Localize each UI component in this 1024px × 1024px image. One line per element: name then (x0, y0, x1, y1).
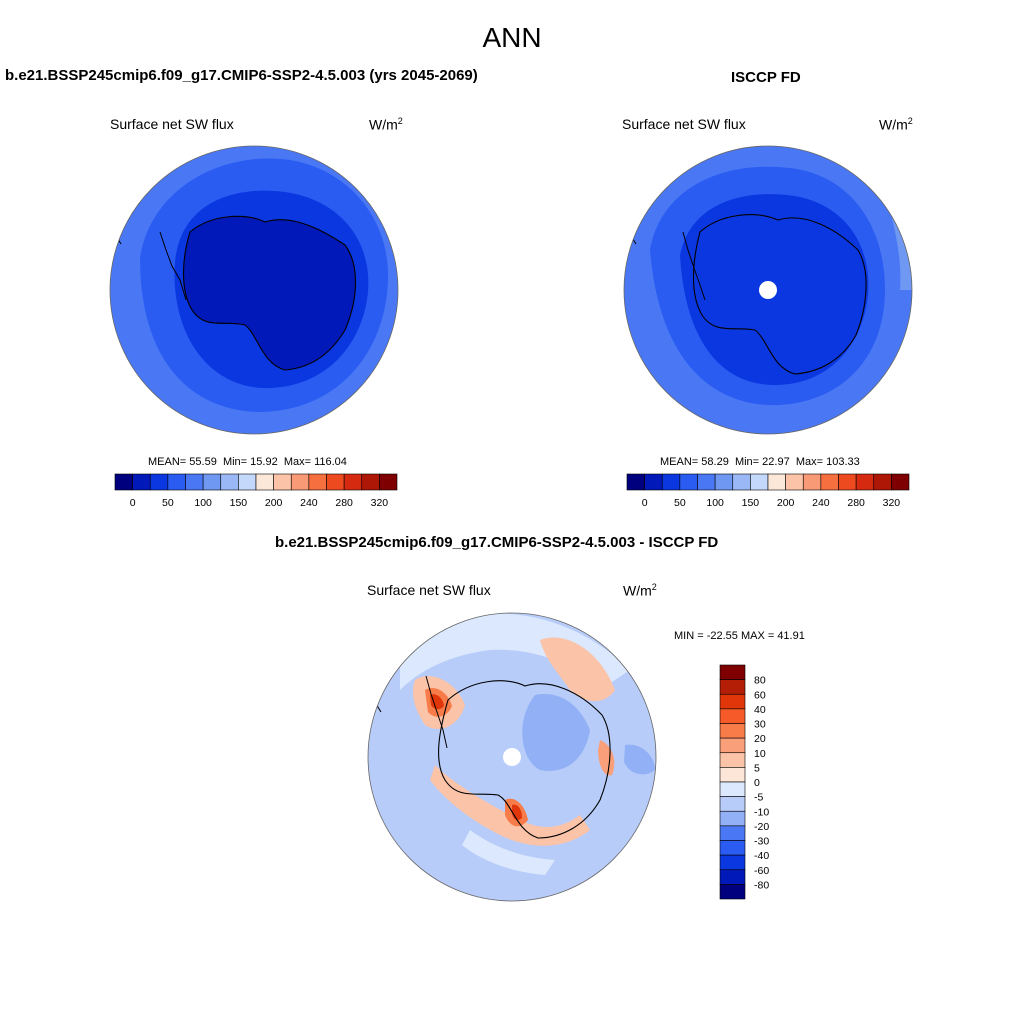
diff-colorbar-swatch (719, 708, 746, 724)
diff-colorbar-swatch (719, 723, 746, 739)
model-colorbar-swatch (255, 473, 274, 491)
diff-colorbar-swatch (719, 796, 746, 812)
diff-colorbar-swatch (719, 884, 746, 900)
model-colorbar-swatch (326, 473, 345, 491)
diff-minmax: MIN = -22.55 MAX = 41.91 (674, 630, 805, 642)
diff-colorbar-tick-label: -60 (754, 865, 769, 877)
model-colorbar-tick-label: 280 (335, 497, 353, 509)
obs-colorbar-swatch (767, 473, 786, 491)
model-colorbar-swatch (343, 473, 363, 491)
diff-unit-label: W/m2 (623, 582, 657, 599)
diff-colorbar: 80 60 40 30 20 10 5 0 -5 -10 -20 -30 -40 -60 -80 (719, 664, 769, 900)
obs-colorbar-tick-label: 150 (742, 497, 760, 509)
obs-colorbar-tick-label: 280 (847, 497, 865, 509)
diff-colorbar-tick-label: -20 (754, 821, 769, 833)
figure-title: ANN (482, 22, 542, 53)
obs-colorbar-tick-label: 320 (883, 497, 901, 509)
obs-colorbar-tick-label: 0 (642, 497, 648, 509)
model-colorbar-swatch (149, 473, 169, 491)
obs-colorbar-swatch (679, 473, 698, 491)
model-colorbar-swatch (132, 473, 151, 491)
obs-colorbar-swatch (838, 473, 857, 491)
diff-colorbar-tick-label: 0 (754, 777, 760, 789)
obs-stats: MEAN= 58.29 Min= 22.97 Max= 103.33 (660, 456, 860, 468)
model-colorbar-tick-label: 50 (162, 497, 174, 509)
model-stats: MEAN= 55.59 Min= 15.92 Max= 116.04 (148, 456, 347, 468)
obs-colorbar-swatch (802, 473, 822, 491)
obs-colorbar-swatch (785, 473, 804, 491)
model-colorbar-swatch (185, 473, 204, 491)
diff-field-label: Surface net SW flux (367, 582, 491, 598)
model-unit-label: W/m2 (369, 116, 403, 133)
obs-colorbar-tick-label: 240 (812, 497, 830, 509)
model-colorbar-swatch (308, 473, 327, 491)
diff-colorbar-swatch (719, 854, 746, 871)
obs-colorbar-swatch (732, 473, 751, 491)
diff-colorbar-tick-label: 80 (754, 675, 766, 687)
model-field-label: Surface net SW flux (110, 116, 234, 132)
model-colorbar: 0 50 100 150 200 240 280 320 (114, 473, 398, 509)
obs-field-label: Surface net SW flux (622, 116, 746, 132)
diff-colorbar-swatch (719, 781, 746, 797)
obs-colorbar-swatch (750, 473, 769, 491)
model-colorbar-tick-label: 0 (130, 497, 136, 509)
obs-colorbar-swatch (714, 473, 734, 491)
obs-colorbar-swatch (661, 473, 681, 491)
diff-panel-title: b.e21.BSSP245cmip6.f09_g17.CMIP6-SSP2-4.… (275, 534, 719, 551)
diff-colorbar-swatch (719, 693, 746, 710)
model-colorbar-swatch (361, 473, 380, 491)
obs-colorbar-swatch (820, 473, 839, 491)
obs-colorbar-swatch (697, 473, 716, 491)
model-colorbar-tick-label: 320 (371, 497, 389, 509)
obs-colorbar-swatch (855, 473, 875, 491)
diff-colorbar-tick-label: 20 (754, 733, 766, 745)
model-panel-title: b.e21.BSSP245cmip6.f09_g17.CMIP6-SSP2-4.… (5, 67, 478, 84)
model-colorbar-swatch (238, 473, 257, 491)
model-polar-map (109, 145, 399, 435)
diff-colorbar-swatch (719, 664, 746, 680)
diff-polar-map (367, 612, 657, 902)
diff-colorbar-swatch (719, 825, 746, 841)
model-colorbar-tick-label: 200 (265, 497, 283, 509)
obs-colorbar-swatch (626, 473, 645, 491)
diff-colorbar-tick-label: -80 (754, 879, 769, 891)
diff-colorbar-swatch (719, 840, 746, 856)
diff-colorbar-swatch (719, 737, 746, 754)
diff-colorbar-tick-label: 60 (754, 689, 766, 701)
model-colorbar-swatch (114, 473, 133, 491)
diff-colorbar-swatch (719, 869, 746, 885)
model-colorbar-tick-label: 240 (300, 497, 318, 509)
obs-colorbar-swatch (873, 473, 892, 491)
diff-colorbar-tick-label: 10 (754, 748, 766, 760)
diff-colorbar-tick-label: -30 (754, 836, 769, 848)
obs-colorbar-swatch (644, 473, 663, 491)
diff-colorbar-swatch (719, 679, 746, 695)
diff-colorbar-swatch (719, 767, 746, 783)
obs-colorbar-swatch (891, 473, 910, 491)
model-colorbar-swatch (273, 473, 292, 491)
obs-colorbar-tick-label: 100 (706, 497, 724, 509)
diff-colorbar-tick-label: -5 (754, 792, 763, 804)
obs-colorbar-tick-label: 200 (777, 497, 795, 509)
diff-colorbar-tick-label: -40 (754, 850, 769, 862)
model-colorbar-swatch (220, 473, 239, 491)
obs-colorbar-tick-label: 50 (674, 497, 686, 509)
diff-colorbar-swatch (719, 810, 746, 827)
obs-polar-map (623, 145, 913, 435)
diff-colorbar-swatch (719, 752, 746, 768)
obs-unit-label: W/m2 (879, 116, 913, 133)
obs-panel-title: ISCCP FD (731, 69, 801, 86)
model-colorbar-swatch (379, 473, 398, 491)
diff-colorbar-tick-label: 5 (754, 762, 760, 774)
model-colorbar-swatch (290, 473, 310, 491)
diff-colorbar-tick-label: 30 (754, 719, 766, 731)
obs-colorbar: 0 50 100 150 200 240 280 320 (626, 473, 910, 509)
model-colorbar-swatch (167, 473, 186, 491)
diff-colorbar-tick-label: -10 (754, 806, 769, 818)
model-colorbar-swatch (202, 473, 222, 491)
model-colorbar-tick-label: 100 (194, 497, 212, 509)
diff-colorbar-tick-label: 40 (754, 704, 766, 716)
model-colorbar-tick-label: 150 (230, 497, 248, 509)
